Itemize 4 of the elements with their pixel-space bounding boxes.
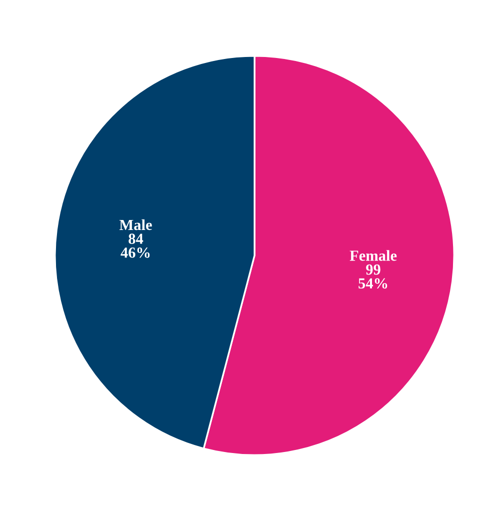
data-label: 84 46% — [120, 234, 150, 258]
slice-label: Male — [119, 219, 152, 230]
data-label: 99 54% — [358, 264, 388, 289]
slice-label: Female — [350, 250, 397, 261]
